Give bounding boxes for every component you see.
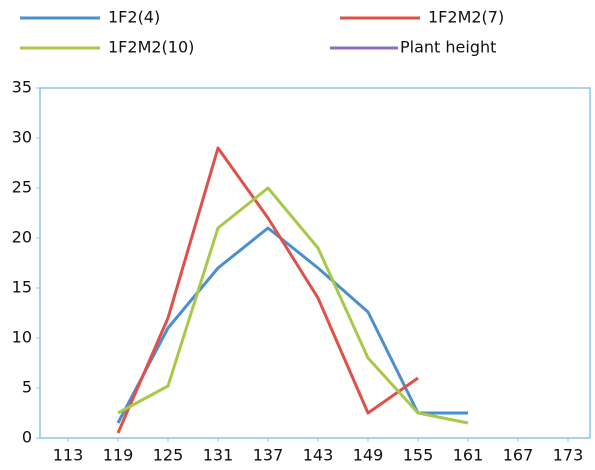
x-tick-label: 167 — [503, 446, 534, 465]
series-line — [116, 226, 468, 424]
legend-label: 1F2M2(10) — [108, 38, 194, 57]
series-line — [117, 186, 469, 425]
y-tick-label: 10 — [12, 328, 32, 347]
y-tick-label: 25 — [12, 178, 32, 197]
x-tick-label: 143 — [303, 446, 334, 465]
legend-label: 1F2(4) — [108, 8, 160, 27]
y-tick-label: 15 — [12, 278, 32, 297]
legend-label: Plant height — [400, 38, 496, 57]
y-tick-label: 30 — [12, 128, 32, 147]
y-tick-label: 35 — [12, 78, 32, 97]
y-tick-label: 0 — [22, 428, 32, 447]
x-tick-label: 155 — [403, 446, 434, 465]
x-tick-label: 131 — [203, 446, 234, 465]
x-tick-label: 173 — [553, 446, 584, 465]
series-line — [116, 146, 419, 434]
x-tick-label: 161 — [453, 446, 484, 465]
x-tick-label: 113 — [53, 446, 84, 465]
plot-frame — [39, 87, 591, 439]
legend-label: 1F2M2(7) — [428, 8, 504, 27]
y-tick-label: 5 — [22, 378, 32, 397]
x-tick-label: 149 — [353, 446, 384, 465]
x-tick-label: 125 — [153, 446, 184, 465]
x-tick-label: 137 — [253, 446, 284, 465]
x-tick-label: 119 — [103, 446, 134, 465]
y-tick-label: 20 — [12, 228, 32, 247]
